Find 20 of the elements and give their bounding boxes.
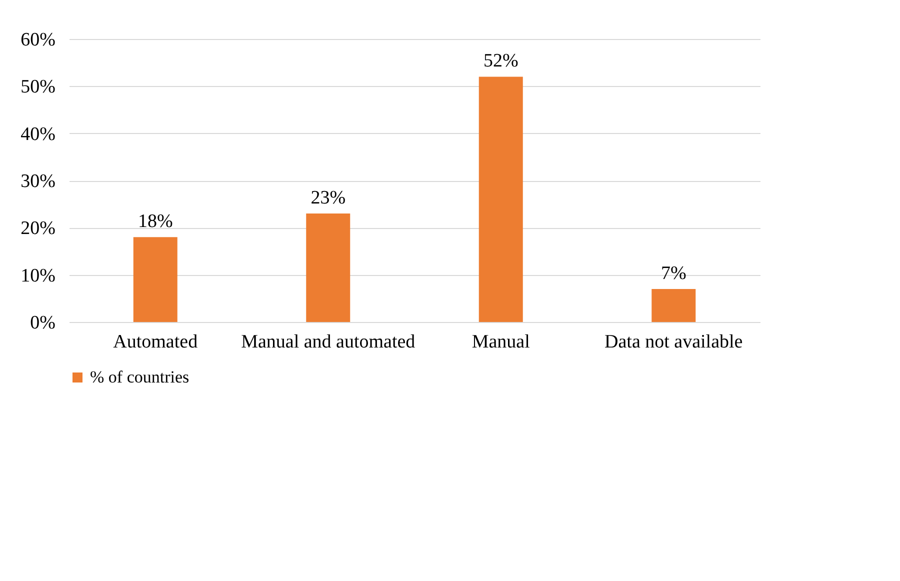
y-tick-label: 50% (20, 76, 56, 98)
text: 18% (138, 211, 173, 232)
y-tick-label: 20% (20, 218, 56, 240)
text: 23% (310, 188, 346, 209)
bar (652, 288, 696, 322)
x-tick-label: Manual and automated (241, 332, 416, 352)
y-tick-label: 60% (20, 30, 56, 50)
x-tick-label: Data not available (604, 332, 743, 352)
y-tick-label: 30% (20, 171, 56, 192)
text: 7% (660, 262, 686, 284)
x-tick-label: Manual (472, 332, 530, 352)
x-tick-label: Automated (113, 332, 198, 352)
text: 52% (483, 50, 518, 72)
bar (133, 237, 178, 322)
bar (306, 214, 350, 322)
legend-label: % of countries (90, 368, 190, 386)
y-tick-label: 40% (20, 124, 56, 145)
bar (478, 76, 523, 322)
y-tick-label: 10% (20, 265, 56, 286)
y-tick-label: 0% (30, 312, 56, 334)
